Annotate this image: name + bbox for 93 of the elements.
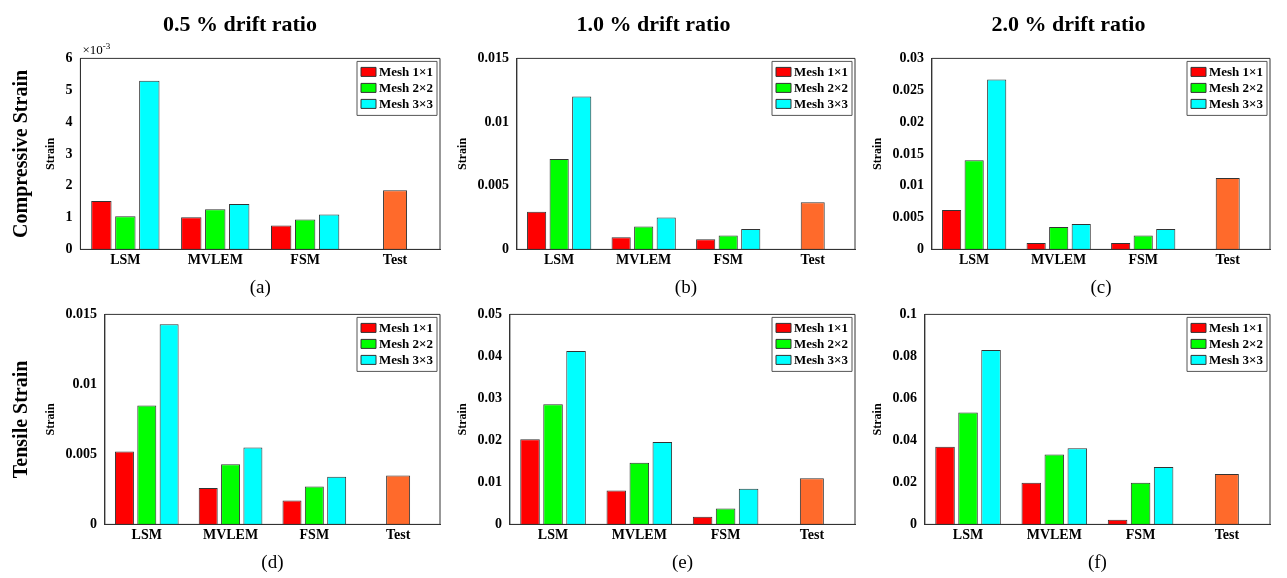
x-tick-label: LSM — [131, 527, 162, 543]
x-tick-label: MVLEM — [616, 252, 672, 268]
y-axis-title: Strain — [43, 137, 58, 170]
y-tick-label: 0.04 — [892, 432, 917, 448]
x-tick-label: FSM — [710, 527, 741, 543]
y-tick-label: 6 — [65, 50, 73, 66]
chart-title: 2.0 % drift ratio — [991, 10, 1146, 36]
legend-label: Mesh 3×3 — [1209, 95, 1264, 111]
y-axis-title: Strain — [43, 403, 58, 436]
legend-label: Mesh 2×2 — [794, 79, 849, 95]
legend-label: Mesh 2×2 — [794, 335, 849, 351]
y-tick-label: 2 — [65, 177, 73, 193]
x-axis-title: (a) — [249, 275, 271, 298]
y-axis-title: Strain — [455, 137, 470, 170]
y-axis-title: Strain — [870, 137, 885, 170]
x-tick-label: Test — [385, 527, 411, 543]
y-tick-label: 0 — [909, 516, 917, 532]
y-tick-label: 0.015 — [477, 50, 509, 66]
text: Tensile Strain — [9, 360, 32, 479]
y-tick-label: 0.02 — [892, 474, 917, 490]
x-tick-label: FSM — [1125, 527, 1156, 543]
legend-label: Mesh 1×1 — [1209, 63, 1264, 79]
legend-label: Mesh 1×1 — [379, 319, 434, 335]
y-tick-label: 0.01 — [72, 376, 97, 392]
y-tick-label: 0.03 — [899, 50, 924, 66]
y-tick-label: 1 — [65, 209, 73, 225]
x-tick-label: FSM — [1128, 252, 1158, 268]
y-tick-label: 0.015 — [892, 145, 924, 161]
x-tick-label: FSM — [290, 252, 320, 268]
y-tick-label: 0.1 — [899, 306, 917, 322]
x-tick-label: MVLEM — [202, 527, 259, 543]
y-tick-label: 5 — [65, 81, 73, 97]
x-tick-label: MVLEM — [1026, 527, 1082, 543]
y-tick-label: 0.08 — [892, 348, 917, 364]
legend-label: Mesh 1×1 — [794, 63, 849, 79]
y-tick-label: 0.03 — [477, 390, 502, 406]
text: Compressive Strain — [9, 69, 33, 238]
x-axis-title: (f) — [1087, 550, 1107, 573]
chart-title: 1.0 % drift ratio — [576, 10, 731, 36]
legend-label: Mesh 2×2 — [1209, 79, 1264, 95]
y-tick-label: 0 — [65, 241, 73, 257]
x-tick-label: FSM — [299, 527, 330, 543]
x-tick-label: LSM — [543, 252, 575, 268]
y-tick-label: 0.01 — [477, 474, 502, 490]
y-tick-label: 0 — [494, 516, 502, 532]
legend-label: Mesh 2×2 — [379, 335, 434, 351]
legend-label: Mesh 1×1 — [794, 319, 849, 335]
y-tick-label: 0.01 — [899, 177, 924, 193]
x-tick-label: MVLEM — [187, 252, 243, 268]
x-tick-label: LSM — [958, 252, 990, 268]
y-tick-label: 0.02 — [899, 113, 924, 129]
legend-label: Mesh 3×3 — [794, 95, 849, 111]
legend-label: Mesh 2×2 — [379, 79, 434, 95]
x-tick-label: FSM — [713, 252, 743, 268]
y-tick-label: 0.025 — [892, 81, 924, 97]
y-tick-label: 0.01 — [484, 113, 509, 129]
x-tick-label: Test — [382, 252, 408, 268]
y-tick-label: 0 — [916, 241, 924, 257]
y-tick-label: 0.02 — [477, 432, 502, 448]
legend-label: Mesh 3×3 — [379, 351, 434, 367]
legend-label: Mesh 3×3 — [379, 95, 434, 111]
x-axis-title: (e) — [671, 550, 693, 573]
x-tick-label: Test — [799, 527, 825, 543]
y-tick-label: 0.005 — [477, 177, 509, 193]
y-tick-label: 0.04 — [477, 348, 502, 364]
x-tick-label: LSM — [537, 527, 569, 543]
x-tick-label: MVLEM — [611, 527, 667, 543]
x-tick-label: LSM — [110, 252, 141, 268]
y-tick-label: 0 — [89, 516, 97, 532]
y-tick-label: 3 — [65, 145, 73, 161]
y-tick-label: 0.06 — [892, 390, 917, 406]
x-axis-title: (c) — [1090, 275, 1112, 298]
y-tick-label: 0.015 — [65, 306, 97, 322]
y-axis-title: Strain — [455, 403, 470, 436]
x-tick-label: MVLEM — [1031, 252, 1087, 268]
y-axis-title: Strain — [870, 403, 885, 436]
x-axis-title: (d) — [261, 550, 284, 573]
y-tick-label: 4 — [65, 113, 73, 129]
legend-label: Mesh 1×1 — [379, 63, 434, 79]
y-tick-label: 0.005 — [892, 209, 924, 225]
y-tick-label: 0.005 — [65, 446, 97, 462]
x-tick-label: Test — [1214, 527, 1240, 543]
x-tick-label: LSM — [952, 527, 984, 543]
y-tick-label: 0.05 — [477, 306, 502, 322]
x-axis-title: (b) — [674, 275, 698, 298]
x-tick-label: Test — [800, 252, 826, 268]
x-tick-label: Test — [1215, 252, 1241, 268]
legend-label: Mesh 3×3 — [794, 351, 849, 367]
legend-label: Mesh 1×1 — [1209, 319, 1264, 335]
legend-label: Mesh 2×2 — [1209, 335, 1264, 351]
legend-label: Mesh 3×3 — [1209, 351, 1264, 367]
y-tick-label: 0 — [501, 241, 509, 257]
chart-title: 0.5 % drift ratio — [163, 10, 317, 36]
